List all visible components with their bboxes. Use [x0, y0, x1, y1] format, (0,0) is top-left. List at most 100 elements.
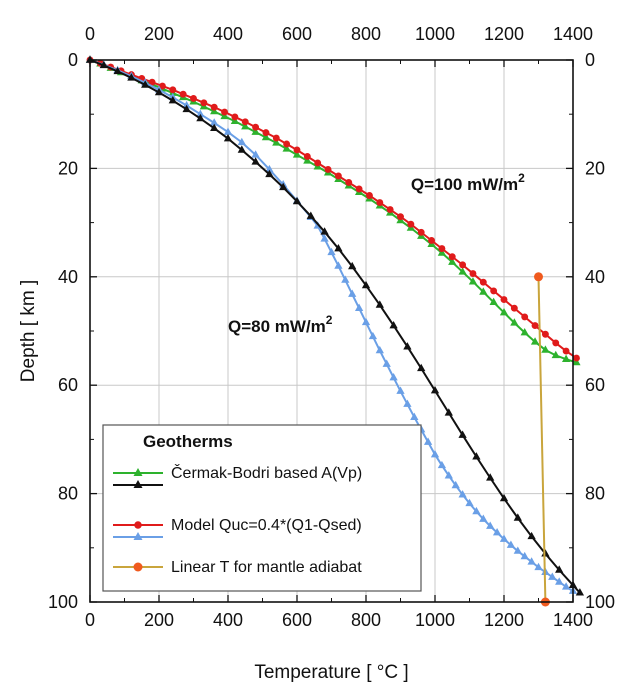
data-point [492, 528, 502, 536]
y-tick-label: 60 [58, 375, 78, 395]
data-point [368, 331, 378, 340]
data-point [99, 60, 108, 69]
data-point [200, 99, 208, 107]
data-point [527, 557, 536, 565]
data-point [334, 172, 342, 180]
data-point [241, 122, 250, 130]
data-point [479, 287, 488, 295]
legend-box [102, 424, 422, 592]
data-point [389, 320, 398, 329]
legend-swatch-marker-2 [133, 532, 143, 540]
data-point [210, 118, 219, 126]
data-point [182, 104, 191, 113]
data-point [451, 480, 460, 489]
data-point [168, 96, 177, 104]
data-point [552, 339, 560, 347]
data-point [282, 144, 291, 152]
data-point [334, 244, 343, 252]
data-point [486, 473, 495, 481]
data-point [324, 166, 332, 173]
data-point [237, 145, 246, 153]
annotation-q100-sup: 2 [518, 171, 525, 185]
data-point [221, 108, 228, 116]
data-point [530, 337, 540, 345]
data-point [241, 118, 249, 126]
data-point [561, 582, 571, 590]
data-point [520, 328, 529, 336]
data-point [472, 506, 481, 515]
data-point [265, 169, 274, 178]
legend-label: Čermak-Bodri based A(Vp) [171, 463, 362, 482]
data-point [499, 493, 509, 502]
data-point [127, 73, 136, 81]
legend-swatch-marker [133, 468, 143, 476]
data-point [179, 90, 187, 98]
data-point [382, 359, 391, 367]
data-point [555, 565, 564, 573]
data-point [465, 498, 474, 507]
data-point [389, 373, 398, 381]
x-tick-label-top: 400 [213, 24, 243, 44]
data-point [251, 127, 260, 135]
y-tick-label-right: 80 [585, 484, 605, 504]
data-point [403, 342, 412, 350]
y-tick-label-right: 0 [585, 50, 595, 70]
data-point [272, 134, 280, 142]
data-point [430, 386, 440, 394]
data-point [479, 278, 487, 286]
x-tick-label-top: 1200 [484, 24, 524, 44]
data-point [458, 267, 467, 275]
data-point [490, 287, 498, 295]
data-point [85, 55, 95, 63]
x-tick-label: 0 [85, 610, 95, 630]
data-point [169, 86, 177, 94]
x-tick-label-top: 0 [85, 24, 95, 44]
data-point [407, 220, 415, 228]
series-line [537, 276, 547, 603]
annotation-q100: Q=100 mW/m2 [411, 171, 525, 194]
x-tick-label: 1000 [415, 610, 455, 630]
data-point [159, 82, 166, 90]
data-point [348, 261, 357, 270]
data-point [376, 199, 384, 206]
data-point [417, 363, 426, 372]
data-point [306, 211, 315, 219]
data-point [534, 272, 543, 282]
data-point [573, 354, 580, 362]
legend: Geotherms Čermak-Bodri based A(Vp) Model … [102, 424, 422, 592]
data-point [548, 572, 557, 580]
data-point [561, 354, 571, 362]
data-point [423, 437, 433, 445]
legend-label: Linear T for mantle adiabat [171, 559, 362, 576]
data-point [190, 95, 197, 102]
data-point [489, 297, 498, 306]
data-point [196, 113, 205, 122]
data-point [448, 257, 457, 265]
data-point [265, 164, 274, 173]
data-point [154, 87, 164, 96]
data-point [527, 531, 536, 540]
data-point [575, 588, 585, 596]
y-tick-label: 80 [58, 484, 78, 504]
annotation-q80-sup: 2 [326, 313, 333, 327]
data-point [417, 228, 425, 236]
legend-label: Model Quc=0.4*(Q1-Qsed) [171, 517, 362, 534]
x-tick-label: 400 [213, 610, 243, 630]
data-point [448, 253, 456, 261]
data-point [444, 471, 453, 479]
data-point [499, 534, 509, 542]
data-point [444, 408, 453, 416]
data-point [292, 150, 302, 158]
x-tick-label: 200 [144, 610, 174, 630]
data-point [251, 157, 260, 165]
data-point [510, 304, 518, 312]
x-tick-label-top: 200 [144, 24, 174, 44]
data-point [327, 247, 336, 256]
legend-item: Linear T for mantle adiabat [113, 559, 362, 576]
data-point [223, 133, 233, 142]
data-point [468, 277, 478, 285]
data-point [510, 318, 519, 326]
data-point [513, 513, 522, 521]
data-point [486, 521, 495, 529]
